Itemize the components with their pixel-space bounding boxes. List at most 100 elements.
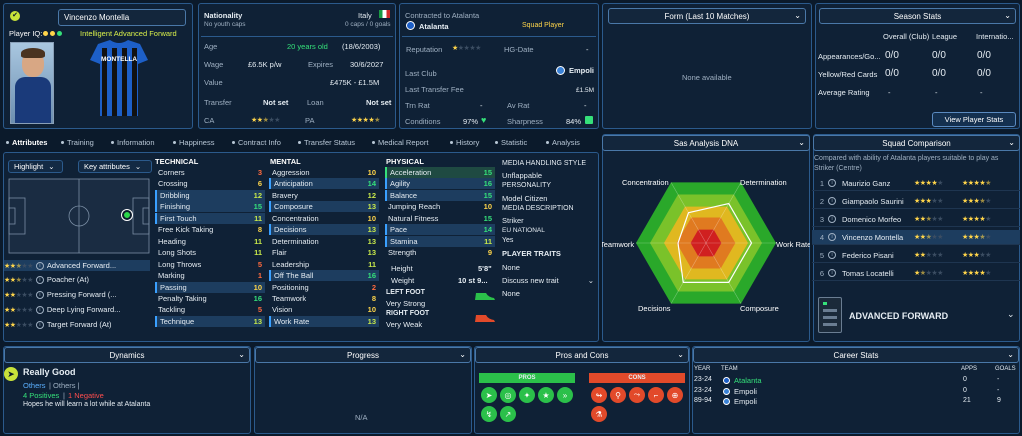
- attribute-row[interactable]: Long Shots 11: [155, 247, 265, 258]
- highlight-label: Highlight: [14, 162, 44, 171]
- attribute-row[interactable]: Concentration 10: [269, 213, 379, 224]
- season-header[interactable]: Season Stats ⌄: [819, 8, 1016, 24]
- dynamics-note: Hopes he will learn a lot while at Atala…: [23, 401, 151, 408]
- attribute-row[interactable]: Pace 14: [385, 224, 495, 236]
- attribute-row[interactable]: Flair 13: [269, 247, 379, 258]
- pro-running-icon[interactable]: ➤: [481, 387, 497, 403]
- squad-row[interactable]: 6 i Tomas Locatelli ★★★★★ ★★★★★: [812, 266, 1020, 281]
- dynamics-header[interactable]: Dynamics ⌄: [4, 347, 250, 363]
- pro-speed-icon[interactable]: »: [557, 387, 573, 403]
- attribute-label: Marking: [158, 271, 185, 281]
- tab-medical-report[interactable]: Medical Report: [372, 138, 428, 147]
- squad-row[interactable]: 3 i Domenico Morfeo ★★★★★ ★★★★★: [812, 212, 1020, 227]
- tab-training[interactable]: Training: [61, 138, 94, 147]
- attribute-row[interactable]: Long Throws 5: [155, 259, 265, 270]
- height-value: 5'8": [478, 264, 492, 273]
- role-row[interactable]: ★★★★★ i Poacher (At): [4, 274, 150, 285]
- tab-contract-info[interactable]: Contract Info: [232, 138, 281, 147]
- attribute-row[interactable]: First Touch 11: [155, 212, 265, 224]
- tab-dot: [450, 141, 453, 144]
- pro-technique-icon[interactable]: ✦: [519, 387, 535, 403]
- con-marking-icon[interactable]: ⚲: [610, 387, 626, 403]
- dynamics-group[interactable]: Others: [23, 381, 46, 390]
- attribute-row[interactable]: Corners 3: [155, 167, 265, 178]
- attribute-row[interactable]: Work Rate 13: [269, 315, 379, 327]
- role-row[interactable]: ★★★★★ i Pressing Forward (...: [4, 289, 150, 300]
- tab-happiness[interactable]: Happiness: [173, 138, 214, 147]
- tab-label: Medical Report: [378, 138, 429, 147]
- attribute-row[interactable]: Penalty Taking 16: [155, 293, 265, 304]
- form-header[interactable]: Form (Last 10 Matches) ⌄: [608, 8, 806, 24]
- attribute-row[interactable]: Technique 13: [155, 315, 265, 327]
- last-club-value[interactable]: Empoli: [569, 66, 595, 75]
- highlight-dropdown[interactable]: Highlight ⌄: [8, 160, 63, 173]
- last-fee-label: Last Transfer Fee: [405, 85, 464, 94]
- view-player-stats-button[interactable]: View Player Stats: [932, 112, 1016, 127]
- attribute-row[interactable]: Decisions 13: [269, 224, 379, 236]
- attribute-row[interactable]: Marking 1: [155, 270, 265, 281]
- attribute-row[interactable]: Jumping Reach 10: [385, 201, 495, 212]
- squad-ca-stars: ★★★★★: [914, 252, 943, 259]
- club-name[interactable]: Atalanta: [419, 22, 449, 31]
- con-boot-icon[interactable]: ⌐: [648, 387, 664, 403]
- career-year: 23-24: [694, 386, 712, 394]
- discuss-trait-dropdown[interactable]: Discuss new trait ⌄: [502, 276, 594, 285]
- attribute-row[interactable]: Tackling 5: [155, 304, 265, 315]
- attribute-row[interactable]: Determination 13: [269, 236, 379, 247]
- pro-target-icon[interactable]: ◎: [500, 387, 516, 403]
- tab-analysis[interactable]: Analysis: [546, 138, 580, 147]
- role-row[interactable]: ★★★★★ i Advanced Forward...: [4, 260, 150, 271]
- squad-row[interactable]: 4 i Vincenzo Montella ★★★★★ ★★★★★: [812, 230, 1020, 245]
- attribute-row[interactable]: Positioning 2: [269, 282, 379, 293]
- squad-row[interactable]: 1 i Maurizio Ganz ★★★★★ ★★★★★: [812, 176, 1020, 191]
- attribute-row[interactable]: Vision 10: [269, 304, 379, 315]
- dna-header[interactable]: Sas Analysis DNA ⌄: [602, 135, 810, 151]
- attribute-row[interactable]: Strength 9: [385, 247, 495, 258]
- role-row[interactable]: ★★★★★ i Target Forward (At): [4, 319, 150, 330]
- career-header[interactable]: Career Stats ⌄: [693, 347, 1019, 363]
- proscons-header[interactable]: Pros and Cons ⌄: [475, 347, 689, 363]
- attribute-row[interactable]: Crossing 6: [155, 178, 265, 189]
- tab-transfer-status[interactable]: Transfer Status: [298, 138, 355, 147]
- tab-statistic[interactable]: Statistic: [495, 138, 527, 147]
- tactics-icon: [818, 297, 842, 333]
- tab-attributes[interactable]: Attributes: [6, 138, 47, 147]
- con-crossing-icon[interactable]: ⤳: [629, 387, 645, 403]
- attribute-row[interactable]: Leadership 11: [269, 259, 379, 270]
- attribute-row[interactable]: Finishing 15: [155, 201, 265, 213]
- attribute-row[interactable]: Anticipation 14: [269, 178, 379, 190]
- squad-role-chevron-icon[interactable]: ⌄: [1007, 309, 1015, 319]
- squad-header[interactable]: Squad Comparison ⌄: [813, 135, 1020, 151]
- squad-row[interactable]: 2 i Giampaolo Saurini ★★★★★ ★★★★★: [812, 194, 1020, 209]
- attribute-row[interactable]: Stamina 11: [385, 235, 495, 247]
- con-flask-icon[interactable]: ⚗: [591, 406, 607, 422]
- key-attributes-dropdown[interactable]: Key attributes ⌄: [78, 160, 152, 173]
- pro-agility-icon[interactable]: ↯: [481, 406, 497, 422]
- attribute-row[interactable]: Passing 10: [155, 281, 265, 293]
- attribute-row[interactable]: Natural Fitness 15: [385, 213, 495, 224]
- tab-information[interactable]: Information: [111, 138, 155, 147]
- progress-header[interactable]: Progress ⌄: [255, 347, 471, 363]
- attribute-row[interactable]: Off The Ball 16: [269, 270, 379, 282]
- attribute-row[interactable]: Teamwork 8: [269, 293, 379, 304]
- form-empty: None available: [682, 73, 732, 82]
- con-tackle-icon[interactable]: ↬: [591, 387, 607, 403]
- nationality-value[interactable]: Italy: [358, 11, 372, 20]
- attribute-row[interactable]: Free Kick Taking 8: [155, 224, 265, 235]
- attribute-row[interactable]: Bravery 12: [269, 190, 379, 201]
- progress-value: N/A: [355, 413, 368, 422]
- attribute-row[interactable]: Balance 15: [385, 189, 495, 201]
- age-value: 20 years old: [287, 42, 328, 51]
- attribute-row[interactable]: Agility 16: [385, 178, 495, 190]
- attribute-row[interactable]: Heading 11: [155, 236, 265, 247]
- attribute-row[interactable]: Dribbling 12: [155, 189, 265, 201]
- tab-history[interactable]: History: [450, 138, 479, 147]
- attribute-row[interactable]: Acceleration 15: [385, 167, 495, 178]
- con-positioning-icon[interactable]: ⊕: [667, 387, 683, 403]
- attribute-row[interactable]: Composure 13: [269, 201, 379, 213]
- pro-pace-icon[interactable]: ↗: [500, 406, 516, 422]
- attribute-row[interactable]: Aggression 10: [269, 167, 379, 178]
- squad-row[interactable]: 5 i Federico Pisani ★★★★★ ★★★★★: [812, 248, 1020, 263]
- pro-star-icon[interactable]: ★: [538, 387, 554, 403]
- role-row[interactable]: ★★★★★ i Deep Lying Forward...: [4, 304, 150, 315]
